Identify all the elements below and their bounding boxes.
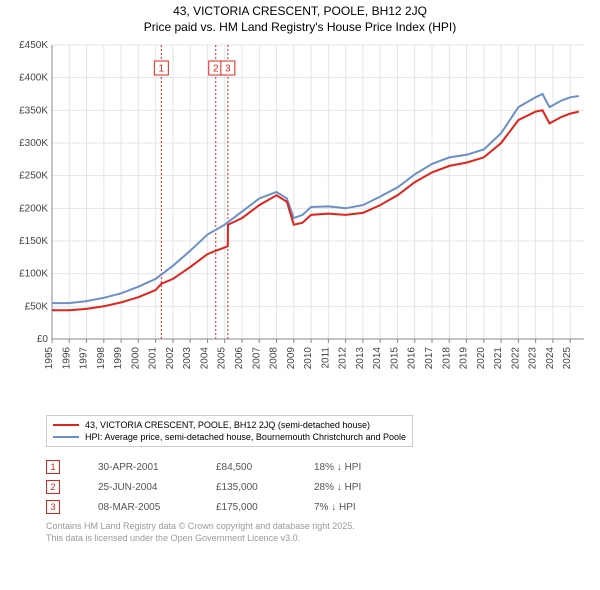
legend: 43, VICTORIA CRESCENT, POOLE, BH12 2JQ (…	[46, 415, 413, 447]
svg-text:2019: 2019	[459, 347, 470, 370]
transaction-row: 1 30-APR-2001 £84,500 18% ↓ HPI	[46, 457, 584, 477]
footer-line2: This data is licensed under the Open Gov…	[46, 533, 584, 545]
svg-text:2: 2	[213, 64, 219, 75]
svg-text:2005: 2005	[217, 347, 228, 370]
svg-text:£250K: £250K	[19, 171, 48, 182]
svg-text:£50K: £50K	[25, 302, 49, 313]
svg-text:3: 3	[225, 64, 231, 75]
svg-text:2003: 2003	[182, 347, 193, 370]
transaction-date: 25-JUN-2004	[98, 482, 188, 493]
legend-label: HPI: Average price, semi-detached house,…	[85, 432, 406, 442]
svg-text:£200K: £200K	[19, 204, 48, 215]
transaction-marker-3: 3	[46, 500, 60, 514]
legend-swatch	[53, 436, 79, 438]
svg-text:2012: 2012	[338, 347, 349, 370]
svg-text:2023: 2023	[528, 347, 539, 370]
svg-text:£350K: £350K	[19, 106, 48, 117]
transaction-diff: 28% ↓ HPI	[314, 482, 404, 493]
svg-text:£100K: £100K	[19, 269, 48, 280]
svg-text:2016: 2016	[407, 347, 418, 370]
svg-text:2000: 2000	[130, 347, 141, 370]
title-line1: 43, VICTORIA CRESCENT, POOLE, BH12 2JQ	[4, 4, 596, 20]
transaction-row: 3 08-MAR-2005 £175,000 7% ↓ HPI	[46, 497, 584, 517]
svg-text:1997: 1997	[79, 347, 90, 370]
chart-title: 43, VICTORIA CRESCENT, POOLE, BH12 2JQ P…	[4, 4, 596, 35]
transaction-date: 30-APR-2001	[98, 462, 188, 473]
transaction-diff: 7% ↓ HPI	[314, 502, 404, 513]
svg-text:2018: 2018	[441, 347, 452, 370]
transaction-date: 08-MAR-2005	[98, 502, 188, 513]
footer-attribution: Contains HM Land Registry data © Crown c…	[46, 521, 584, 544]
svg-text:2011: 2011	[320, 347, 331, 369]
svg-text:2022: 2022	[510, 347, 521, 370]
svg-text:2008: 2008	[269, 347, 280, 370]
legend-item-property: 43, VICTORIA CRESCENT, POOLE, BH12 2JQ (…	[53, 419, 406, 431]
transaction-table: 1 30-APR-2001 £84,500 18% ↓ HPI 2 25-JUN…	[46, 457, 584, 517]
svg-text:£150K: £150K	[19, 236, 48, 247]
svg-text:2009: 2009	[286, 347, 297, 370]
svg-text:2014: 2014	[372, 347, 383, 370]
footer-line1: Contains HM Land Registry data © Crown c…	[46, 521, 584, 533]
price-chart: £0 £50K £100K £150K £200K £250K £300K £350K £400…	[10, 39, 590, 409]
transaction-row: 2 25-JUN-2004 £135,000 28% ↓ HPI	[46, 477, 584, 497]
svg-text:2010: 2010	[303, 347, 314, 370]
svg-text:1996: 1996	[61, 347, 72, 370]
svg-text:2007: 2007	[251, 347, 262, 370]
svg-text:2013: 2013	[355, 347, 366, 370]
transaction-price: £175,000	[216, 502, 286, 513]
svg-text:2025: 2025	[562, 347, 573, 370]
svg-text:2001: 2001	[148, 347, 159, 370]
svg-text:2021: 2021	[493, 347, 504, 370]
transaction-diff: 18% ↓ HPI	[314, 462, 404, 473]
svg-text:2017: 2017	[424, 347, 435, 370]
legend-swatch	[53, 424, 79, 426]
svg-text:£450K: £450K	[19, 40, 48, 51]
title-line2: Price paid vs. HM Land Registry's House …	[4, 20, 596, 36]
svg-text:2004: 2004	[199, 347, 210, 370]
transaction-marker-2: 2	[46, 480, 60, 494]
svg-text:£400K: £400K	[19, 73, 48, 84]
svg-text:2006: 2006	[234, 347, 245, 370]
transaction-price: £135,000	[216, 482, 286, 493]
svg-text:2020: 2020	[476, 347, 487, 370]
transaction-marker-1: 1	[46, 460, 60, 474]
svg-text:1998: 1998	[96, 347, 107, 370]
svg-text:£0: £0	[37, 334, 49, 345]
svg-text:2002: 2002	[165, 347, 176, 370]
svg-text:1995: 1995	[44, 347, 55, 370]
svg-text:1: 1	[159, 64, 165, 75]
legend-label: 43, VICTORIA CRESCENT, POOLE, BH12 2JQ (…	[85, 420, 370, 430]
svg-text:2024: 2024	[545, 347, 556, 370]
svg-text:2015: 2015	[389, 347, 400, 370]
legend-item-hpi: HPI: Average price, semi-detached house,…	[53, 431, 406, 443]
svg-text:£300K: £300K	[19, 138, 48, 149]
transaction-price: £84,500	[216, 462, 286, 473]
svg-text:1999: 1999	[113, 347, 124, 370]
